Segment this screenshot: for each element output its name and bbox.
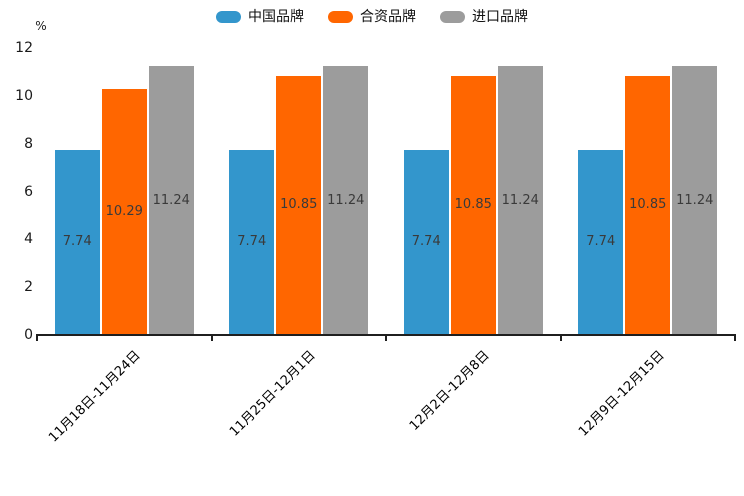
legend-swatch-icon xyxy=(440,11,465,23)
y-tick-label: 0 xyxy=(24,327,33,343)
bar-11月25日-12月1日-中国品牌 xyxy=(229,149,275,335)
y-tick-label: 6 xyxy=(24,183,33,200)
bar-value-label: 10.29 xyxy=(105,203,143,219)
legend-swatch-icon xyxy=(328,11,353,23)
x-category-label: 11月18日-11月24日 xyxy=(46,348,144,446)
x-axis-tick-mark xyxy=(210,336,213,341)
bar-value-label: 11.24 xyxy=(676,192,714,208)
x-axis-tick-mark xyxy=(734,336,736,341)
bar-12月9日-12月15日-进口品牌 xyxy=(672,66,718,335)
y-tick-label: 2 xyxy=(24,279,33,296)
bar-11月18日-11月24日-进口品牌 xyxy=(148,66,194,335)
x-category-label: 12月2日-12月8日 xyxy=(407,348,493,434)
bar-value-label: 10.85 xyxy=(629,197,667,213)
bar-12月2日-12月8日-中国品牌 xyxy=(403,149,449,335)
x-category-label: 11月25日-12月1日 xyxy=(226,348,319,440)
bar-value-label: 7.74 xyxy=(411,234,441,250)
bar-value-label: 10.85 xyxy=(280,197,318,213)
bar-11月18日-11月24日-中国品牌 xyxy=(54,149,100,335)
y-tick-label: 8 xyxy=(24,135,33,152)
x-axis-line xyxy=(36,334,736,336)
bar-12月9日-12月15日-中国品牌 xyxy=(578,149,624,335)
y-tick-label: 10 xyxy=(15,87,33,104)
bar-11月25日-12月1日-合资品牌 xyxy=(276,75,322,335)
bar-value-label: 7.74 xyxy=(586,234,616,250)
legend-label: 合资品牌 xyxy=(360,9,416,25)
bar-value-label: 10.85 xyxy=(454,197,492,213)
bar-value-label: 11.24 xyxy=(152,192,190,208)
legend-item-2: 进口品牌 xyxy=(440,8,528,26)
bar-12月2日-12月8日-进口品牌 xyxy=(497,66,543,335)
y-axis-unit-label: % xyxy=(35,19,47,33)
x-axis-tick-mark xyxy=(385,336,387,341)
y-tick-label: 4 xyxy=(24,231,33,248)
legend-label: 进口品牌 xyxy=(472,9,528,25)
bar-value-label: 11.24 xyxy=(327,192,365,208)
bar-value-label: 7.74 xyxy=(237,234,267,250)
x-axis-tick-mark xyxy=(559,336,562,341)
x-category-label: 12月9日-12月15日 xyxy=(575,348,668,440)
legend-label: 中国品牌 xyxy=(248,9,304,25)
chart-legend: 中国品牌 合资品牌 进口品牌 xyxy=(0,8,744,26)
bar-11月25日-12月1日-进口品牌 xyxy=(323,66,369,335)
bar-11月18日-11月24日-合资品牌 xyxy=(101,88,147,335)
legend-item-0: 中国品牌 xyxy=(216,8,304,26)
bar-12月2日-12月8日-合资品牌 xyxy=(450,75,496,335)
bar-value-label: 11.24 xyxy=(501,192,539,208)
legend-item-1: 合资品牌 xyxy=(328,8,416,26)
legend-swatch-icon xyxy=(216,11,241,23)
y-tick-label: 12 xyxy=(15,40,33,56)
bar-12月9日-12月15日-合资品牌 xyxy=(625,75,671,335)
x-axis-tick-mark xyxy=(36,336,38,341)
bar-value-label: 7.74 xyxy=(62,234,92,250)
